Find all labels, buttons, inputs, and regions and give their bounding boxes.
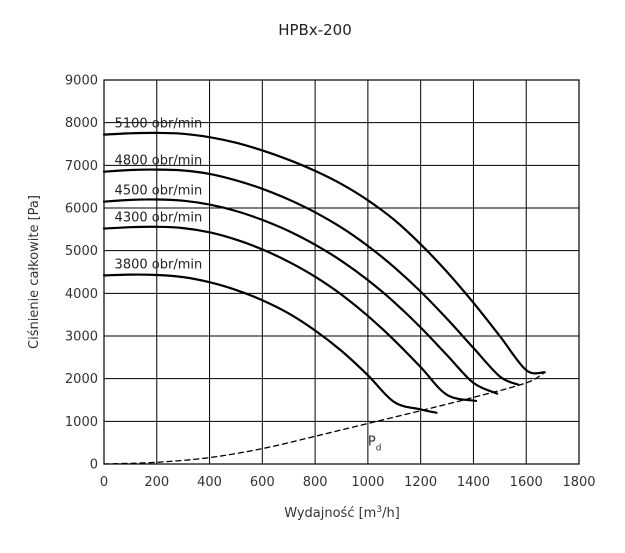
x-tick-label: 0 — [100, 475, 108, 490]
y-tick-label: 1000 — [65, 415, 98, 430]
y-tick-label: 5000 — [65, 244, 98, 259]
y-tick-label: 2000 — [65, 372, 98, 387]
series-labels: 5100 obr/min 4800 obr/min 4500 obr/min 4300… — [115, 117, 382, 454]
y-axis-label: Ciśnienie całkowite [Pa] — [27, 195, 42, 349]
y-tick-label: 4000 — [65, 287, 98, 302]
x-tick-label: 400 — [197, 475, 222, 490]
y-tick-label: 0 — [90, 458, 98, 473]
series-label-5100-obr-min: 5100 obr/min — [115, 117, 203, 132]
x-tick-label: 1000 — [351, 475, 384, 490]
series-line-5100-obr-min — [102, 131, 546, 375]
series-label-4500-obr-min: 4500 obr/min — [115, 184, 203, 199]
series-label-pd: Pd — [368, 435, 382, 454]
y-tick-label: 9000 — [65, 74, 98, 89]
series-line-3800-obr-min — [102, 273, 438, 414]
series-label-pd-main: P — [368, 435, 376, 450]
y-tick-label: 6000 — [65, 202, 98, 217]
series-line-4500-obr-min — [102, 198, 499, 395]
x-axis-label: Wydajność [m3/h] — [284, 505, 400, 521]
x-tick-label: 800 — [303, 475, 328, 490]
series-line-4300-obr-min — [102, 225, 478, 402]
series-label-3800-obr-min: 3800 obr/min — [115, 257, 203, 272]
x-tick-label: 1600 — [510, 475, 543, 490]
series-label-4800-obr-min: 4800 obr/min — [115, 154, 203, 169]
x-axis-label-sup: 3 — [376, 505, 382, 515]
y-tick-label: 8000 — [65, 116, 98, 131]
x-tick-label: 600 — [250, 475, 275, 490]
grid — [103, 79, 580, 465]
chart-title: HPBx-200 — [278, 21, 352, 39]
x-tick-label: 200 — [144, 475, 169, 490]
tick-labels: 0 200 400 600 800 1000 1200 1400 1600 1800 0 1000 20… — [65, 74, 596, 491]
y-tick-label: 7000 — [65, 159, 98, 174]
x-tick-label: 1800 — [562, 475, 595, 490]
x-axis-label-end: /h] — [382, 506, 400, 521]
x-axis-label-main: Wydajność [m — [284, 506, 376, 521]
series-line-pd — [103, 371, 546, 465]
x-tick-label: 1400 — [457, 475, 490, 490]
x-tick-label: 1200 — [404, 475, 437, 490]
series-label-pd-sub: d — [376, 444, 382, 454]
series-label-4300-obr-min: 4300 obr/min — [115, 210, 203, 225]
series-line-4800-obr-min — [102, 168, 520, 386]
series-lines — [102, 131, 546, 465]
y-tick-label: 3000 — [65, 330, 98, 345]
